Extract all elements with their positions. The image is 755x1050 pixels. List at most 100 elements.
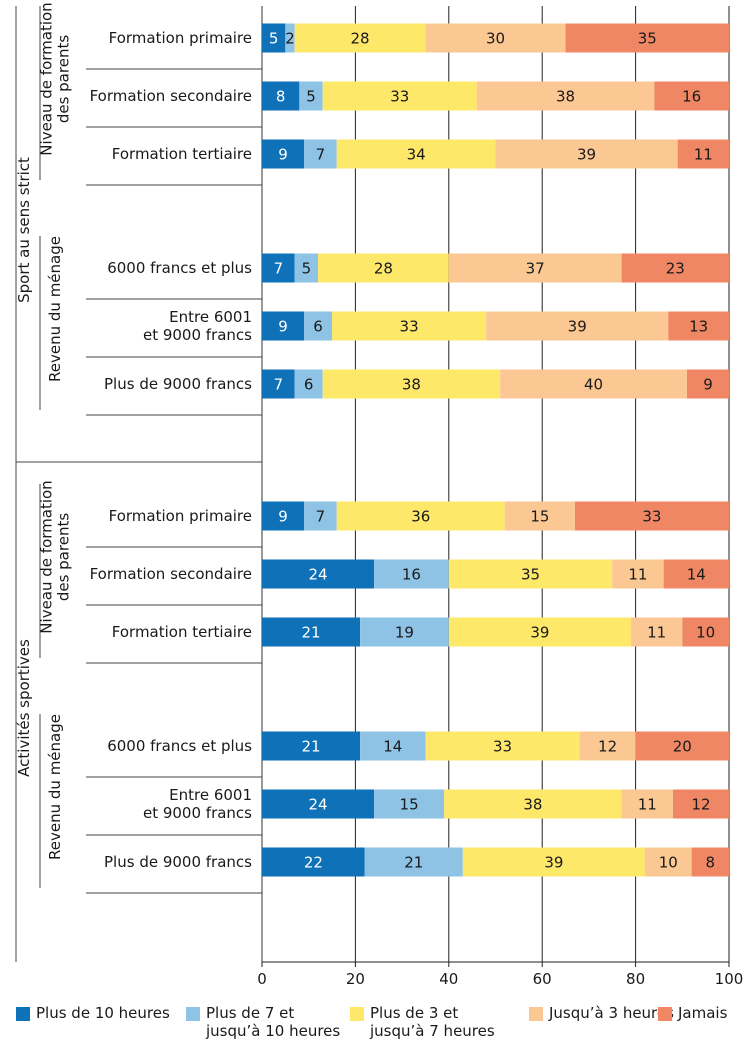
bar-segment <box>425 23 566 53</box>
row-label-line: Entre 6001 <box>169 786 252 804</box>
data-label: 21 <box>404 854 423 872</box>
data-label: 9 <box>278 508 288 526</box>
data-label: 24 <box>308 796 327 814</box>
data-label: 8 <box>706 854 716 872</box>
row-label: 6000 francs et plus <box>107 259 252 277</box>
data-label: 38 <box>402 376 421 394</box>
data-label: 15 <box>530 508 549 526</box>
row-label: Entre 6001 et 9000 francs <box>143 786 252 822</box>
data-label: 24 <box>308 566 327 584</box>
section-activites-label: Activités sportives <box>15 639 33 777</box>
group-label: Niveau de formationdes parents <box>38 2 73 155</box>
data-label: 23 <box>666 260 685 278</box>
bar-segment <box>322 369 501 399</box>
bar-segment <box>654 81 729 111</box>
group-label: Revenu du ménage <box>46 236 64 382</box>
row-label: Formation secondaire <box>90 87 252 105</box>
data-label: 19 <box>395 624 414 642</box>
data-label: 33 <box>400 318 419 336</box>
bar-segment <box>644 847 692 877</box>
bar-segment <box>635 731 729 761</box>
data-label: 5 <box>306 88 316 106</box>
data-label: 9 <box>703 376 713 394</box>
row-label-line: Formation secondaire <box>90 87 252 105</box>
data-label: 35 <box>521 566 540 584</box>
legend-label: Jusqu’à 3 heures <box>549 1004 674 1022</box>
data-label: 39 <box>530 624 549 642</box>
bar-segment <box>262 789 375 819</box>
bar-segment <box>262 253 295 283</box>
bar-segment <box>444 789 622 819</box>
data-label: 11 <box>647 624 666 642</box>
bar-segment <box>504 501 575 531</box>
row-label: Plus de 9000 francs <box>104 853 252 871</box>
section-activites-label-line: Activités sportives <box>15 639 33 777</box>
row-label: Entre 6001 et 9000 francs <box>143 308 252 344</box>
bar-segment <box>360 731 426 761</box>
bar-segment <box>448 559 613 589</box>
data-label: 5 <box>269 30 279 48</box>
data-label: 6 <box>304 376 314 394</box>
bar-segment <box>294 253 319 283</box>
data-label: 21 <box>301 738 320 756</box>
row-label-line: Formation primaire <box>109 507 252 525</box>
data-label: 21 <box>301 624 320 642</box>
data-label: 33 <box>493 738 512 756</box>
row-label: Formation primaire <box>109 507 252 525</box>
bar-segment <box>448 617 631 647</box>
group-label-line: Revenu du ménage <box>46 714 64 860</box>
row-label: Formation tertiaire <box>112 623 252 641</box>
legend-swatch <box>658 1007 672 1021</box>
bar-segment <box>294 23 426 53</box>
section-sport-label-line: Sport au sens strict <box>15 157 33 303</box>
legend-swatch <box>529 1007 543 1021</box>
data-label: 5 <box>302 260 312 278</box>
data-label: 7 <box>274 260 284 278</box>
bar-segment <box>322 81 477 111</box>
row-label-line: et 9000 francs <box>143 326 252 344</box>
bar-segment <box>621 789 673 819</box>
data-label: 2 <box>285 30 295 48</box>
data-label: 7 <box>274 376 284 394</box>
row-label-line: Formation primaire <box>109 29 252 47</box>
data-label: 10 <box>696 624 715 642</box>
data-label: 10 <box>659 854 678 872</box>
bar-segment <box>682 617 729 647</box>
section-sport-label: Sport au sens strict <box>15 157 33 303</box>
group-label-line: des parents <box>55 35 73 124</box>
bar-segment <box>495 139 678 169</box>
row-label: Formation primaire <box>109 29 252 47</box>
bar-segment <box>663 559 729 589</box>
x-tick-label: 40 <box>439 970 458 988</box>
data-label: 34 <box>407 146 426 164</box>
bars-layer <box>262 23 729 877</box>
bar-segment <box>374 559 449 589</box>
labels-layer: 0 20 40 60 80 100 Sport au sens strict Niveau d… <box>15 2 743 988</box>
bar-segment <box>672 789 729 819</box>
legend-swatch <box>350 1007 364 1021</box>
group-label: Revenu du ménage <box>46 714 64 860</box>
data-label: 33 <box>390 88 409 106</box>
bar-segment <box>668 311 729 341</box>
data-label: 11 <box>638 796 657 814</box>
row-label-line: 6000 francs et plus <box>107 259 252 277</box>
bar-segment <box>360 617 449 647</box>
x-tick-label: 20 <box>346 970 365 988</box>
row-label-line: et 9000 francs <box>143 804 252 822</box>
bar-segment <box>262 617 361 647</box>
data-label: 37 <box>526 260 545 278</box>
bar-segment <box>262 23 286 53</box>
bar-segment <box>294 369 323 399</box>
x-tick-label: 100 <box>715 970 744 988</box>
group-label-line: Revenu du ménage <box>46 236 64 382</box>
bar-segment <box>262 311 305 341</box>
bar-segment <box>304 501 337 531</box>
legend-label: Plus de 10 heures <box>36 1004 170 1022</box>
bar-segment <box>262 559 375 589</box>
bar-segment <box>299 81 323 111</box>
bar-segment <box>374 789 445 819</box>
bar-segment <box>336 501 505 531</box>
x-tick-label: 0 <box>257 970 267 988</box>
data-label: 20 <box>673 738 692 756</box>
